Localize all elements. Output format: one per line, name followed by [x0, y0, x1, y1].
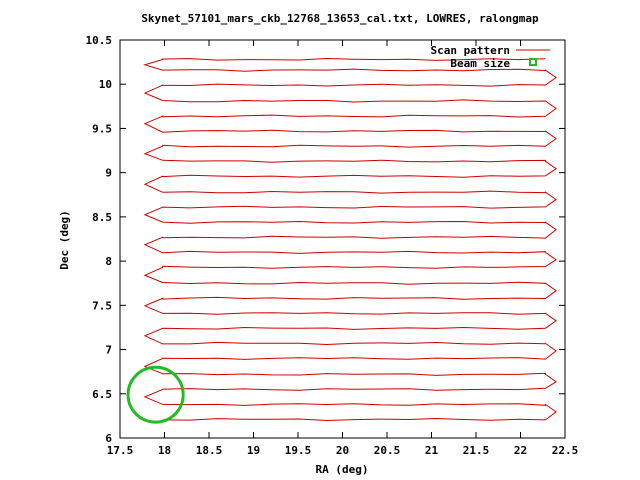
y-axis: 6 6.5 7 7.5 8 8.5 9 9.5 10 10.5: [86, 34, 565, 445]
y-tick-label: 10.5: [86, 34, 113, 47]
y-tick-label: 8.5: [92, 211, 112, 224]
x-tick-label: 20.5: [374, 444, 401, 457]
y-tick-label: 10: [99, 78, 112, 91]
x-tick-label: 19: [247, 444, 260, 457]
y-tick-label: 7.5: [92, 299, 112, 312]
legend: Scan pattern Beam size: [431, 44, 550, 70]
x-tick-label: 18: [158, 444, 171, 457]
x-tick-label: 18.5: [196, 444, 223, 457]
x-tick-label: 17.5: [107, 444, 134, 457]
legend-label-beam-size: Beam size: [450, 57, 510, 70]
x-tick-label: 21.5: [463, 444, 490, 457]
y-tick-label: 6: [105, 432, 112, 445]
plot-area: [119, 39, 566, 439]
y-tick-label: 7: [105, 344, 112, 357]
legend-label-scan-pattern: Scan pattern: [431, 44, 510, 57]
x-tick-label: 22: [514, 444, 527, 457]
x-axis-label: RA (deg): [316, 463, 369, 476]
plot-frame: [119, 39, 566, 439]
beam-size-series: [126, 365, 185, 424]
scan-pattern-series: [143, 57, 558, 422]
x-tick-label: 19.5: [285, 444, 312, 457]
x-tick-label: 22.5: [552, 444, 579, 457]
x-tick-label: 20: [336, 444, 349, 457]
x-axis: 17.5 18 18.5 19 19.5 20 20.5 21 21.5 22 22.5: [107, 40, 579, 457]
scan-pattern-line: [143, 57, 558, 422]
legend-swatch-beam-size: [529, 58, 537, 66]
y-tick-label: 9: [105, 167, 112, 180]
chart-title: Skynet_57101_mars_ckb_12768_13653_cal.tx…: [141, 12, 539, 25]
y-tick-label: 9.5: [92, 122, 112, 135]
y-axis-label: Dec (deg): [58, 210, 71, 270]
y-tick-label: 8: [105, 255, 112, 268]
x-tick-label: 21: [425, 444, 439, 457]
beam-circle: [126, 365, 185, 424]
y-tick-label: 6.5: [92, 388, 112, 401]
